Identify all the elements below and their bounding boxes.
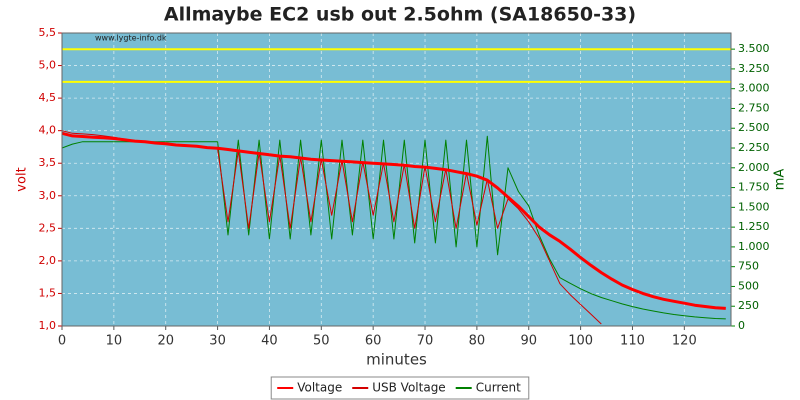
y2-tick-label: 1.000 [738, 240, 770, 253]
x-tick-label: 120 [672, 334, 697, 349]
x-tick-label: 30 [209, 334, 226, 349]
y-tick-label: 4,0 [39, 124, 57, 137]
y-tick-label: 3,5 [39, 156, 57, 169]
y-tick-label: 3,0 [39, 189, 57, 202]
y2-tick-label: 1.250 [738, 220, 770, 233]
y2-tick-label: 250 [738, 299, 759, 312]
y2-tick-label: 2.000 [738, 161, 770, 174]
series-line [61, 135, 726, 320]
x-axis-label: minutes [366, 351, 427, 369]
x-tick-label: 10 [106, 334, 123, 349]
y-tick-label: 2,5 [39, 221, 57, 234]
y2-tick-label: 2.250 [738, 141, 770, 154]
x-tick-label: 20 [157, 334, 174, 349]
x-tick-label: 110 [620, 334, 645, 349]
x-tick-label: 100 [568, 334, 593, 349]
y2-tick-label: 2.500 [738, 121, 770, 134]
y2-tick-label: 1.500 [738, 200, 770, 213]
x-tick-label: 60 [365, 334, 382, 349]
y2-tick-label: 1.750 [738, 181, 770, 194]
x-tick-label: 0 [58, 334, 66, 349]
chart-title: Allmaybe EC2 usb out 2.5ohm (SA18650-33) [164, 4, 636, 26]
y-tick-label: 1,0 [39, 319, 57, 332]
y2-axis-label: mA [773, 169, 788, 191]
y-axis-label: volt [15, 167, 30, 191]
y-tick-label: 5,5 [39, 26, 57, 39]
legend-label: Current [476, 381, 521, 395]
y-tick-label: 1,5 [39, 286, 57, 299]
series-line [61, 131, 726, 310]
legend-label: Voltage [297, 381, 342, 395]
y2-tick-label: 2.750 [738, 101, 770, 114]
y-tick-label: 5,0 [39, 59, 57, 72]
plot-area [62, 33, 731, 326]
y-tick-label: 2,0 [39, 254, 57, 267]
legend-box [270, 376, 530, 400]
legend-label: USB Voltage [372, 381, 445, 395]
y2-tick-label: 750 [738, 260, 759, 273]
x-tick-label: 80 [469, 334, 486, 349]
x-tick-label: 50 [313, 334, 330, 349]
y2-tick-label: 3.500 [738, 42, 770, 55]
y2-tick-label: 500 [738, 279, 759, 292]
plot-frame [61, 32, 732, 327]
x-tick-label: 40 [261, 334, 278, 349]
watermark: www.lygte-info.dk [95, 34, 167, 43]
y2-tick-label: 3.000 [738, 82, 770, 95]
y2-tick-label: 0 [738, 319, 745, 332]
x-tick-label: 70 [417, 334, 434, 349]
y-tick-label: 4,5 [39, 91, 57, 104]
legend: Voltage USB Voltage Current [270, 376, 530, 400]
x-tick-label: 90 [520, 334, 537, 349]
y2-tick-label: 3.250 [738, 62, 770, 75]
